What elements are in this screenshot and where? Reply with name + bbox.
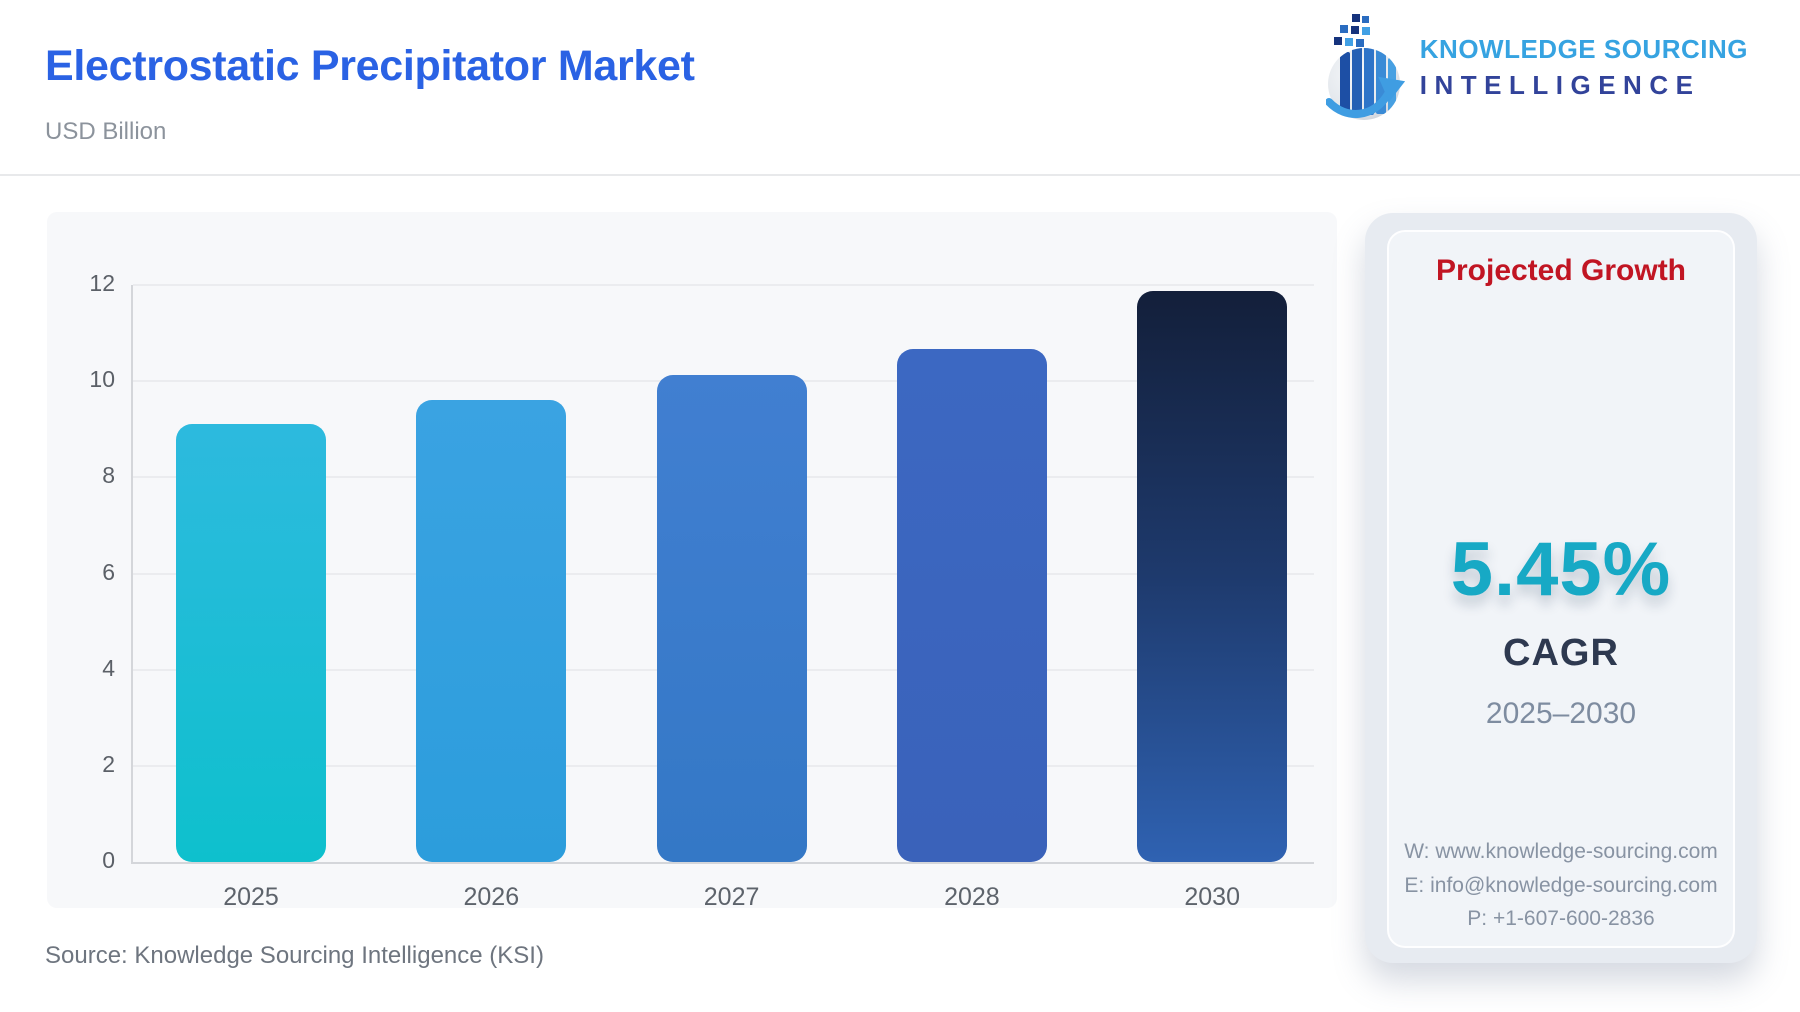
x-tick-label: 2028: [944, 883, 1000, 911]
plot-area: 0 2 4 6 8 10 12 2025 2026 2027 2028 2030: [89, 270, 1314, 911]
header-divider: [0, 174, 1800, 176]
y-tick-label: 2: [102, 750, 115, 777]
x-tick-label: 2030: [1184, 883, 1240, 911]
logo-arrow: [1325, 76, 1405, 118]
gridline: [133, 284, 1314, 286]
bar-2026: [416, 400, 567, 862]
brand-logo: KNOWLEDGE SOURCING INTELLIGENCE: [1325, 12, 1748, 122]
brand-logo-icon: [1325, 14, 1405, 120]
bar-2030: [1137, 291, 1288, 862]
unit-label: USD Billion: [45, 118, 167, 145]
source-note: Source: Knowledge Sourcing Intelligence …: [45, 942, 544, 969]
contact-phone: P: +1-607-600-2836: [1467, 907, 1655, 931]
cagr-period: 2025–2030: [1485, 697, 1637, 730]
bar-2025: [176, 424, 326, 862]
projected-growth-card: Projected Growth 5.45% CAGR 2025–2030 W:…: [1387, 230, 1735, 948]
cagr-label: CAGR: [1503, 632, 1619, 674]
panel-heading: Projected Growth: [1435, 254, 1687, 287]
x-tick-label: 2027: [703, 883, 760, 911]
bar-2028: [896, 348, 1047, 862]
bar-2027: [656, 375, 807, 862]
x-tick-label: 2025: [223, 883, 279, 911]
brand-logo-text: KNOWLEDGE SOURCING INTELLIGENCE: [1420, 34, 1748, 101]
x-tick-label: 2026: [463, 883, 520, 911]
y-tick-label: 6: [102, 558, 115, 585]
contact-email: E: info@knowledge-sourcing.com: [1404, 873, 1718, 897]
logo-pixels: [1333, 14, 1370, 47]
brand-name-line1: KNOWLEDGE SOURCING: [1419, 33, 1748, 64]
y-tick-label: 8: [102, 462, 115, 489]
contact-block: W: www.knowledge-sourcing.com E: info@kn…: [1404, 835, 1718, 936]
y-tick-label: 10: [89, 366, 115, 393]
y-tick-label: 0: [102, 847, 115, 873]
brand-name-line2: INTELLIGENCE: [1419, 69, 1701, 100]
y-tick-label: 4: [102, 654, 115, 681]
page-title: Electrostatic Precipitator Market: [45, 42, 695, 90]
cagr-value: 5.45%: [1450, 527, 1672, 612]
y-tick-label: 12: [89, 270, 115, 296]
contact-website: W: www.knowledge-sourcing.com: [1404, 840, 1718, 864]
chart-card: 0 2 4 6 8 10 12 2025 2026 2027 2028 2030: [47, 212, 1337, 911]
projected-growth-panel: Projected Growth 5.45% CAGR 2025–2030 W:…: [1365, 213, 1757, 963]
